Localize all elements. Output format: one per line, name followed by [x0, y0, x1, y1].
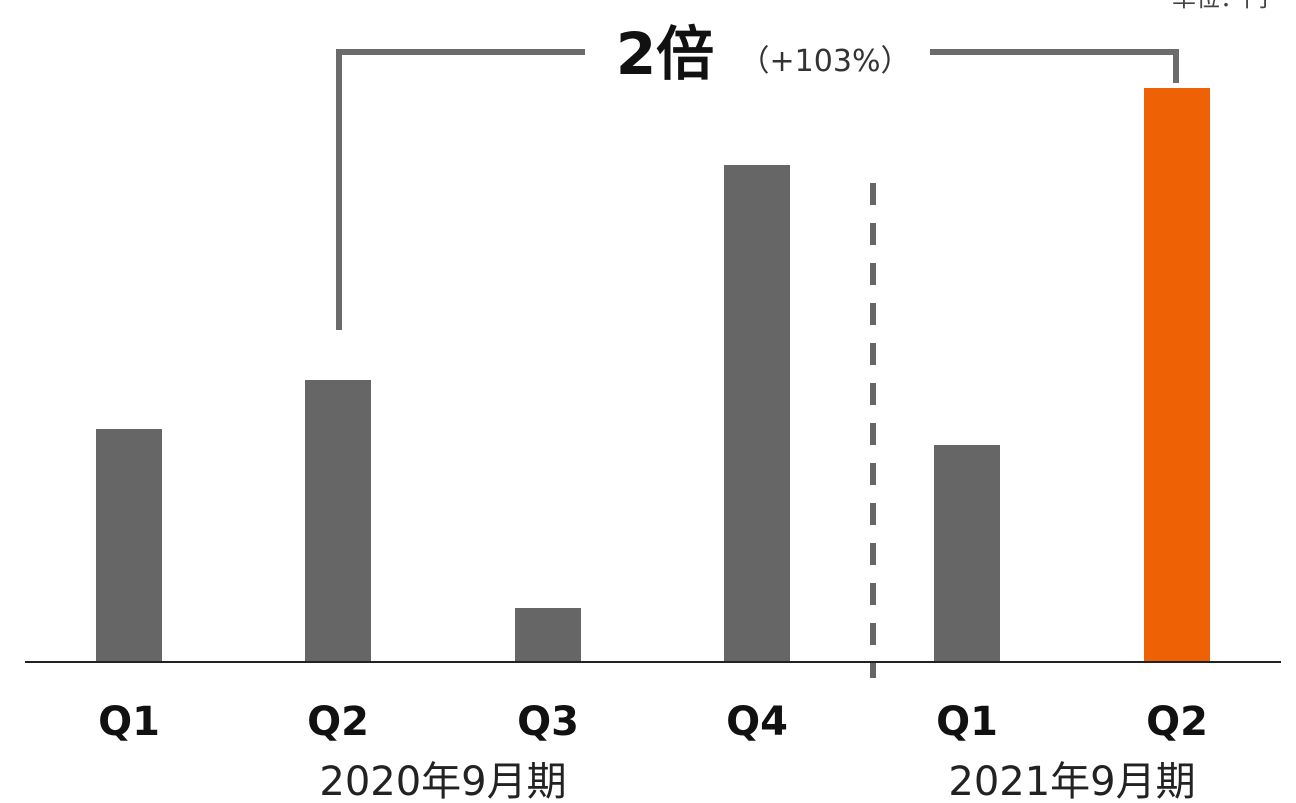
- unit-label: 単位：円: [1172, 0, 1268, 12]
- bar-2: [305, 380, 371, 662]
- x-tick-label-5: Q1: [936, 699, 998, 745]
- x-tick-label-3: Q3: [517, 699, 579, 745]
- x-tick-label-1: Q1: [98, 699, 160, 745]
- growth-multiple: 2倍: [616, 20, 714, 88]
- x-tick-label-4: Q4: [726, 699, 788, 745]
- bar-3: [515, 608, 581, 662]
- bar-1: [96, 429, 162, 662]
- period-label-2: 2021年9月期: [948, 759, 1195, 803]
- period-labels: 2020年9月期 2021年9月期: [319, 759, 1195, 803]
- x-tick-labels: Q1 Q2 Q3 Q4 Q1 Q2: [98, 699, 1208, 745]
- x-tick-label-2: Q2: [307, 699, 369, 745]
- bars-group: [96, 88, 1210, 662]
- bar-5: [934, 445, 1000, 662]
- period-label-1: 2020年9月期: [319, 759, 566, 803]
- bar-4: [724, 165, 790, 662]
- growth-percent: （+103%）: [740, 44, 911, 79]
- growth-bracket: [336, 49, 1179, 330]
- bar-6: [1144, 88, 1210, 662]
- x-tick-label-6: Q2: [1146, 699, 1208, 745]
